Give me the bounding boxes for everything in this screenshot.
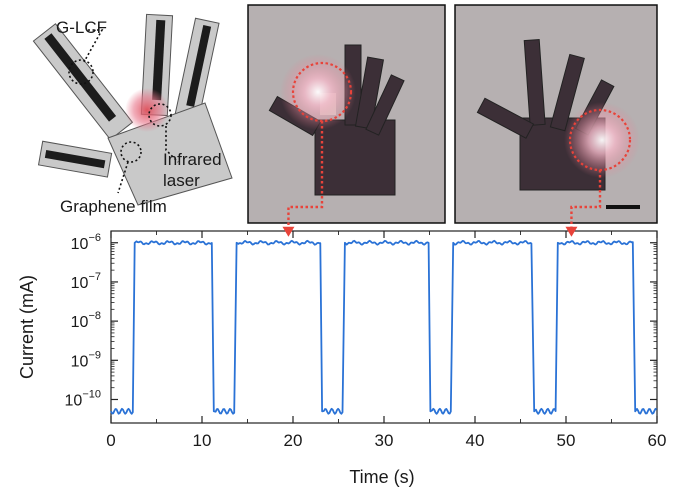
x-tick-label: 10	[193, 431, 212, 450]
y-tick-label-exponent: −10	[82, 388, 101, 400]
x-tick-label: 60	[648, 431, 667, 450]
scale-bar	[606, 205, 640, 209]
y-tick-label: 10−9	[71, 349, 101, 370]
x-tick-label: 20	[284, 431, 303, 450]
photo-b	[454, 4, 658, 224]
y-tick-label-exponent: −6	[88, 232, 101, 244]
y-tick-label-base: 10	[71, 353, 89, 370]
x-tick-label: 30	[375, 431, 394, 450]
y-axis-label: Current (mA)	[17, 275, 37, 379]
laser-spot	[125, 88, 169, 132]
x-axis-label: Time (s)	[349, 467, 414, 487]
y-tick-label: 10−8	[71, 310, 101, 331]
y-tick-label-base: 10	[71, 314, 89, 331]
label-infrared: Infrared	[163, 150, 222, 169]
x-tick-label: 40	[466, 431, 485, 450]
y-tick-label-base: 10	[71, 275, 89, 292]
finger-4	[37, 140, 113, 178]
annotation-arrowhead	[565, 226, 578, 237]
finger-1	[32, 23, 134, 141]
x-tick-label: 50	[557, 431, 576, 450]
y-tick-label-base: 10	[71, 236, 89, 253]
y-tick-label-exponent: −7	[88, 271, 101, 283]
y-tick-label-exponent: −9	[88, 349, 101, 361]
series-current	[110, 239, 658, 415]
label-glcf: G-LCF	[56, 18, 107, 37]
plot-frame	[110, 230, 658, 424]
y-tick-label: 10−10	[65, 388, 101, 409]
y-tick-label: 10−6	[71, 232, 101, 253]
annotation-line	[287, 121, 324, 229]
y-tick-label: 10−7	[71, 271, 101, 292]
annotations	[282, 121, 602, 237]
x-tick-label: 0	[106, 431, 115, 450]
label-graphene: Graphene film	[60, 197, 167, 216]
hand-diagram: G-LCF Infrared laser Graphene film	[32, 13, 233, 216]
y-tick-label-base: 10	[65, 392, 83, 409]
photo-a	[247, 4, 446, 224]
annotation-arrowhead	[282, 226, 295, 237]
x-axis: 0 10 20 30 40 50 60	[106, 231, 666, 450]
y-tick-label-exponent: −8	[88, 310, 101, 322]
label-laser: laser	[163, 171, 200, 190]
annotation-line	[570, 170, 602, 229]
